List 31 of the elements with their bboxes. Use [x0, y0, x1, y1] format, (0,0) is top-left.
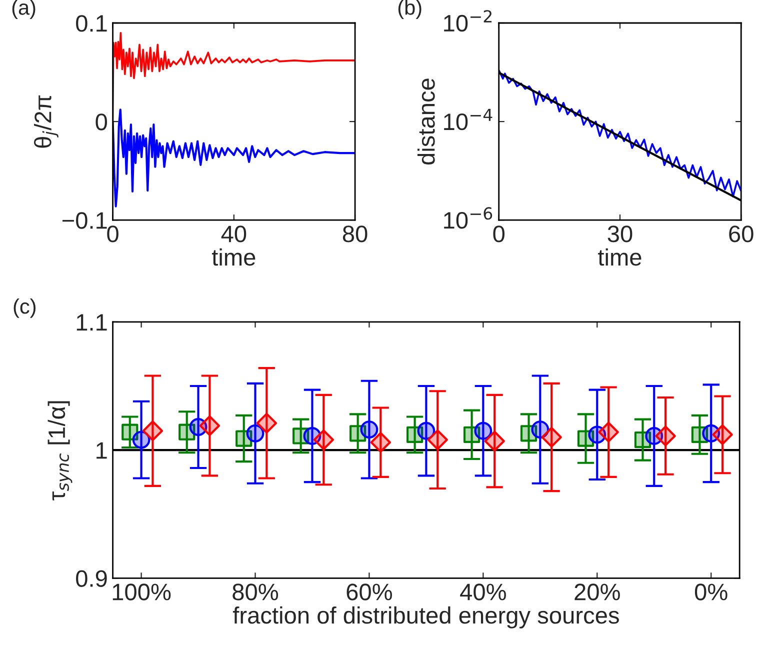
y-tick-label: 1: [96, 442, 107, 459]
y-axis-title: τ$_{sync}$ [1/α]: [48, 401, 72, 500]
x-tick-label: 80%: [232, 584, 278, 600]
y-tick-label: 1.1: [76, 314, 107, 330]
x-tick-label: 40: [221, 226, 246, 242]
y-tick-label: 10$^{−4}$: [444, 108, 492, 130]
x-tick-label: 40%: [460, 584, 506, 600]
y-axis-title: distance: [418, 78, 435, 165]
y-tick-label: 0.9: [76, 570, 107, 587]
x-tick-label: 80: [342, 226, 368, 242]
y-tick-label: −0.1: [62, 212, 107, 229]
x-axis-title: time: [598, 248, 642, 266]
y-tick-label: 0: [96, 114, 108, 130]
x-tick-label: 0: [493, 226, 505, 242]
x-tick-label: 30: [608, 226, 632, 242]
chart-title: (b): [398, 0, 422, 19]
chart-title: (c): [14, 298, 36, 318]
chart-title: (a): [12, 0, 36, 19]
x-tick-label: 0: [107, 226, 118, 242]
y-tick-label: 10$^{−2}$: [444, 10, 492, 32]
x-axis-title: time: [212, 248, 256, 266]
x-axis-title: fraction of distributed energy sources: [232, 606, 619, 628]
y-axis-title: θ$_{j}$/2π: [34, 95, 58, 148]
y-tick-label: 0.1: [76, 15, 107, 32]
line-series: [112, 108, 356, 208]
x-tick-label: 60%: [346, 584, 392, 600]
x-tick-label: 20%: [574, 584, 620, 600]
y-tick-label: 10$^{−6}$: [444, 207, 492, 229]
x-tick-label: 100%: [112, 584, 171, 600]
x-tick-label: 60: [729, 226, 754, 242]
x-tick-label: 0%: [694, 584, 728, 600]
